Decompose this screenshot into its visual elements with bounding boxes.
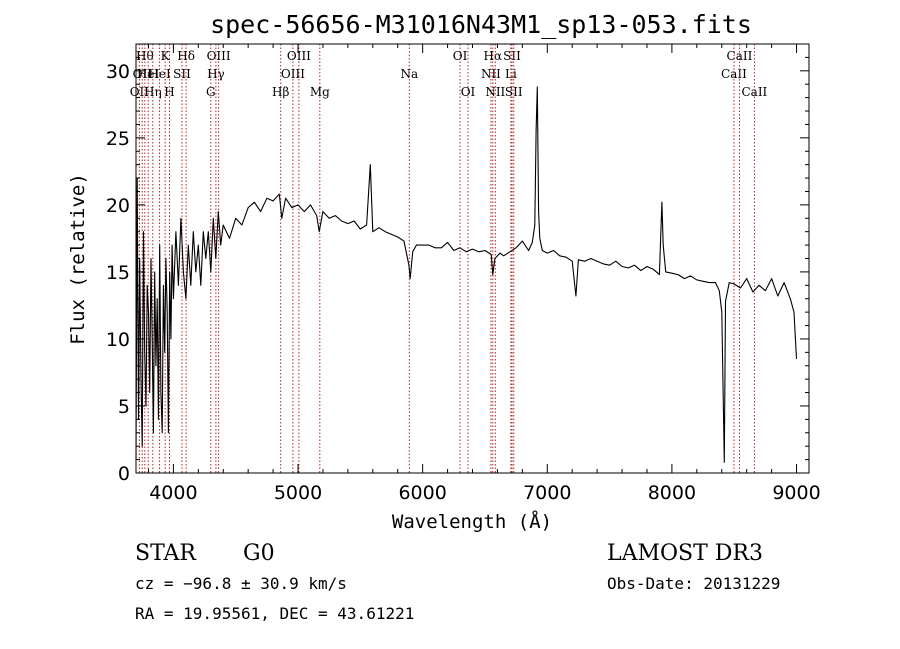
line-marker-label: OIII [207, 49, 231, 63]
line-marker-label: Hγ [207, 67, 225, 81]
emission-line-markers: OIIOIIHθHeIHηHeIKHSIIHδGHγOIIIHβOIIIOIII… [130, 44, 768, 473]
line-marker-label: CaII [741, 85, 767, 99]
y-tick-label: 15 [106, 262, 130, 284]
y-tick-label: 0 [118, 463, 130, 485]
object-class: STAR [135, 541, 197, 566]
line-marker-label: Mg [310, 85, 330, 99]
line-marker-label: SII [505, 85, 523, 99]
x-tick-label: 7000 [523, 482, 571, 504]
ra-dec: RA = 19.95561, DEC = 43.61221 [135, 604, 414, 623]
object-subclass: G0 [243, 541, 275, 566]
x-tick-label: 9000 [772, 482, 820, 504]
line-marker-label: OIII [281, 67, 305, 81]
x-tick-label: 5000 [274, 482, 322, 504]
line-marker-label: Hα [484, 49, 503, 63]
x-axis-ticks: 4000 5000 6000 7000 8000 9000 [147, 44, 821, 504]
x-tick-label: 6000 [398, 482, 446, 504]
y-tick-label: 20 [106, 195, 130, 217]
y-tick-label: 5 [118, 396, 130, 418]
line-marker-label: CaII [727, 49, 753, 63]
line-marker-label: NII [481, 67, 501, 81]
line-marker-label: NII [485, 85, 505, 99]
line-marker-label: SII [173, 67, 191, 81]
redshift-cz: cz = −96.8 ± 30.9 km/s [135, 574, 347, 593]
chart-title: spec-56656-M31016N43M1_sp13-053.fits [210, 10, 752, 39]
y-axis-ticks: 0 5 10 15 20 25 30 [106, 43, 809, 485]
line-marker-label: Hθ [136, 49, 154, 63]
y-tick-label: 25 [106, 128, 130, 150]
series-line-flux [135, 86, 798, 463]
line-marker-label: HeI [148, 67, 171, 81]
line-marker-label: Hβ [272, 85, 289, 99]
line-marker-label: OIII [287, 49, 311, 63]
line-marker-label: SII [503, 49, 521, 63]
line-marker-label: K [161, 49, 171, 63]
line-marker-label: Li [505, 67, 517, 81]
line-marker-label: OII [130, 85, 150, 99]
line-marker-label: Hδ [177, 49, 195, 63]
line-marker-label: OI [453, 49, 468, 63]
observation-date: Obs-Date: 20131229 [607, 574, 780, 593]
flux-series [135, 86, 798, 463]
line-marker-label: OI [461, 85, 476, 99]
plot-frame [135, 43, 810, 474]
x-tick-label: 4000 [149, 482, 197, 504]
y-tick-label: 30 [106, 61, 130, 83]
y-tick-label: 10 [106, 329, 130, 351]
x-tick-label: 8000 [648, 482, 696, 504]
line-marker-label: H [164, 85, 174, 99]
y-axis-label: Flux (relative) [67, 173, 89, 345]
line-marker-label: Hη [144, 85, 162, 99]
x-axis-label: Wavelength (Å) [392, 510, 552, 533]
line-marker-label: G [206, 85, 216, 99]
survey-name: LAMOST DR3 [607, 541, 763, 566]
line-marker-label: CaII [721, 67, 747, 81]
line-marker-label: Na [400, 67, 418, 81]
